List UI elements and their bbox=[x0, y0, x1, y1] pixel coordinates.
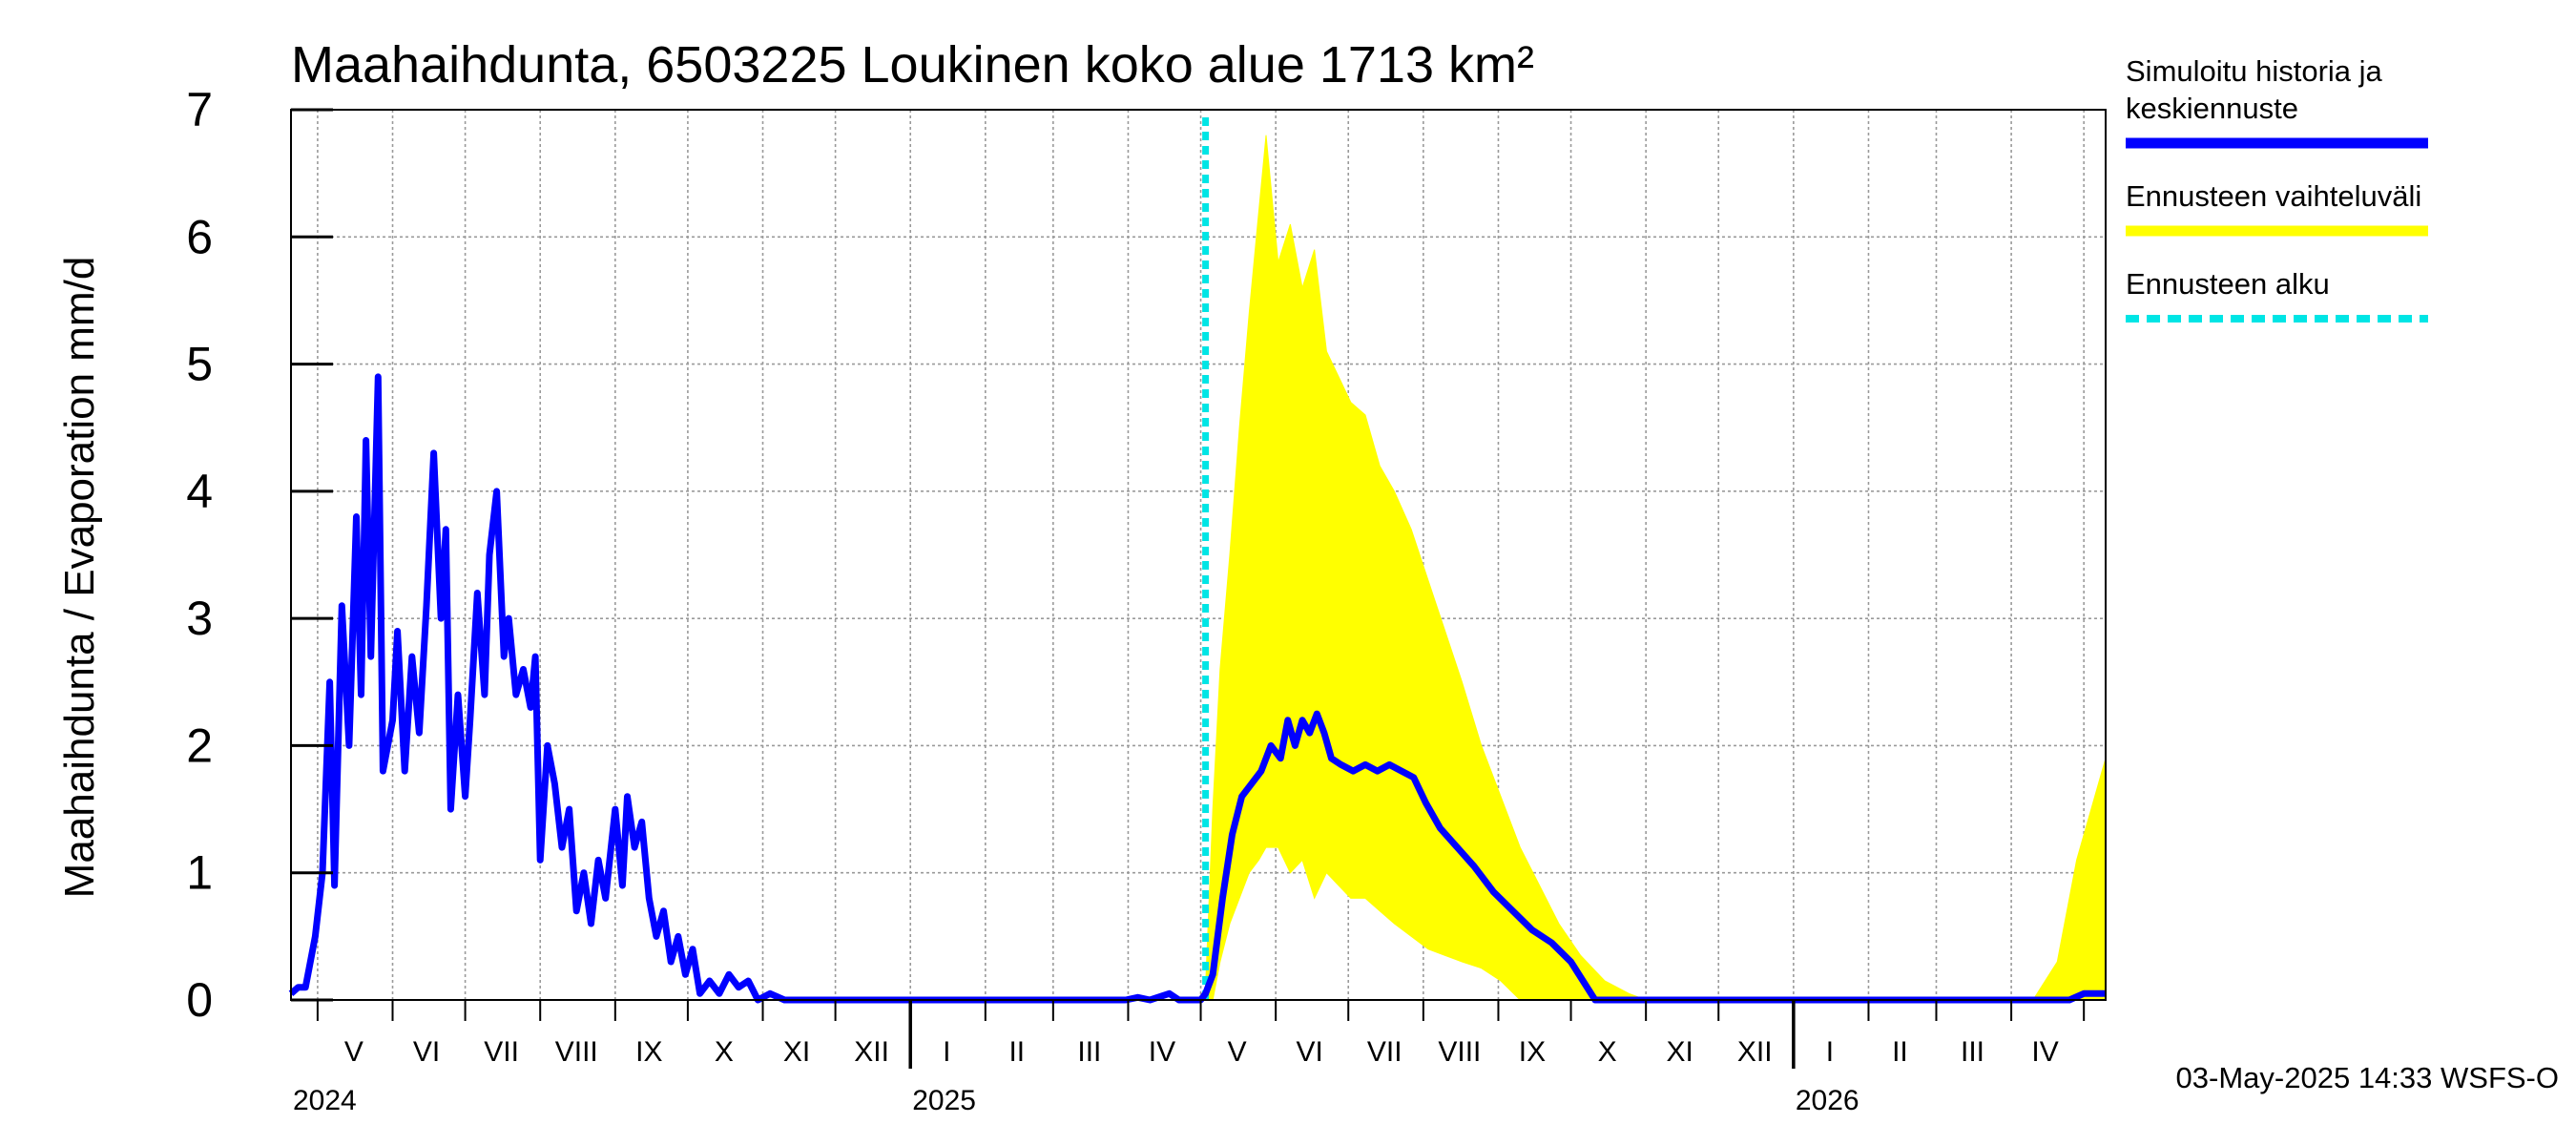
month-label: I bbox=[943, 1036, 950, 1068]
y-tick-label: 6 bbox=[186, 210, 213, 263]
mean-series-layer bbox=[288, 117, 2106, 1004]
month-label: IV bbox=[1149, 1036, 1175, 1068]
grid bbox=[291, 109, 2106, 1000]
forecast-range-band bbox=[1205, 135, 2107, 1001]
y-tick-label: 4 bbox=[186, 465, 213, 518]
y-tick-label: 3 bbox=[186, 592, 213, 645]
month-label: IV bbox=[2031, 1036, 2058, 1068]
month-label: III bbox=[1961, 1036, 1984, 1068]
legend-label: Ennusteen alku bbox=[2126, 267, 2330, 301]
month-label: IX bbox=[1519, 1036, 1546, 1068]
month-label: V bbox=[344, 1036, 364, 1068]
year-label: 2024 bbox=[293, 1085, 357, 1116]
month-label: XII bbox=[1737, 1036, 1773, 1068]
y-tick-label: 2 bbox=[186, 718, 213, 772]
y-tick-label: 5 bbox=[186, 338, 213, 391]
year-label: 2025 bbox=[912, 1085, 976, 1116]
month-label: X bbox=[715, 1036, 734, 1068]
y-tick-label: 0 bbox=[186, 973, 213, 1027]
legend-label: Simuloitu historia ja bbox=[2126, 54, 2383, 88]
chart-title: Maahaihdunta, 6503225 Loukinen koko alue… bbox=[291, 36, 1534, 94]
month-label: VIII bbox=[555, 1036, 598, 1068]
legend: Simuloitu historia ja keskiennuste Ennuste… bbox=[2126, 54, 2428, 323]
month-label: VII bbox=[1367, 1036, 1402, 1068]
month-label: III bbox=[1077, 1036, 1101, 1068]
y-tick-label: 1 bbox=[186, 846, 213, 900]
legend-label: Ennusteen vaihteluväli bbox=[2126, 179, 2421, 213]
forecast-range-band-layer bbox=[1205, 135, 2107, 1001]
month-label: V bbox=[1228, 1036, 1247, 1068]
legend-label: keskiennuste bbox=[2126, 92, 2298, 125]
month-label: VII bbox=[484, 1036, 519, 1068]
month-label: VIII bbox=[1438, 1036, 1481, 1068]
y-axis-label: Maahaihdunta / Evaporation mm/d bbox=[56, 257, 103, 899]
month-label: I bbox=[1826, 1036, 1834, 1068]
year-label: 2026 bbox=[1796, 1085, 1859, 1116]
month-label: VI bbox=[1296, 1036, 1322, 1068]
footer-timestamp: 03-May-2025 14:33 WSFS-O bbox=[2176, 1061, 2559, 1094]
y-tick-label: 7 bbox=[186, 83, 213, 136]
month-label: XI bbox=[783, 1036, 810, 1068]
axes bbox=[290, 108, 2107, 1069]
mean-series-line bbox=[288, 373, 2106, 1004]
month-label: VI bbox=[413, 1036, 440, 1068]
plot-frame bbox=[290, 109, 2107, 1001]
month-label: IX bbox=[635, 1036, 662, 1068]
month-label: XII bbox=[854, 1036, 889, 1068]
month-label: II bbox=[1892, 1036, 1908, 1068]
month-label: XI bbox=[1666, 1036, 1693, 1068]
month-label: X bbox=[1598, 1036, 1617, 1068]
month-label: II bbox=[1008, 1036, 1025, 1068]
